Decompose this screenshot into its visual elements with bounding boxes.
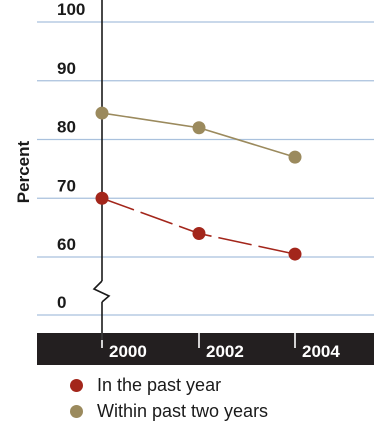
legend-label-past-year: In the past year: [97, 374, 222, 395]
x-tick-label-2000: 2000: [109, 342, 147, 361]
x-tick-label-2002: 2002: [206, 342, 244, 361]
x-axis-band: [37, 333, 374, 365]
y-tick-label-100: 100: [57, 0, 85, 19]
data-point-1-2004: [288, 150, 302, 164]
y-axis: [92, 0, 111, 340]
y-tick-label-80: 80: [57, 118, 76, 137]
data-point-1-2002: [192, 121, 206, 135]
y-tick-label-90: 90: [57, 59, 76, 78]
legend-swatch-past-year: [70, 378, 83, 392]
y-tick-label-70: 70: [57, 176, 76, 195]
legend-item-past-year: In the past year: [70, 372, 370, 398]
x-tick-label-2004: 2004: [302, 342, 340, 361]
y-tick-label-60: 60: [57, 235, 76, 254]
legend-label-past-two-years: Within past two years: [97, 400, 269, 421]
series-line-0: [101, 197, 296, 255]
x-tick-labels: 2000 2002 2004: [101, 333, 340, 361]
y-tick-labels: 100 90 80 70 60 0: [57, 0, 85, 312]
data-point-0-2004: [288, 247, 302, 261]
y-tick-label-0: 0: [57, 293, 66, 312]
series-layer: [95, 106, 302, 261]
y-axis-title: Percent: [14, 140, 33, 203]
grid-lines: [37, 21, 374, 316]
legend-item-past-two-years: Within past two years: [70, 398, 370, 424]
data-point-0-2002: [192, 227, 206, 240]
y-axis-break: [92, 280, 111, 303]
series-line-1: [101, 112, 296, 158]
data-point-1-2000: [95, 106, 109, 120]
data-point-0-2000: [95, 191, 109, 205]
legend: In the past year Within past two years: [70, 372, 370, 424]
legend-swatch-past-two-years: [70, 404, 83, 418]
